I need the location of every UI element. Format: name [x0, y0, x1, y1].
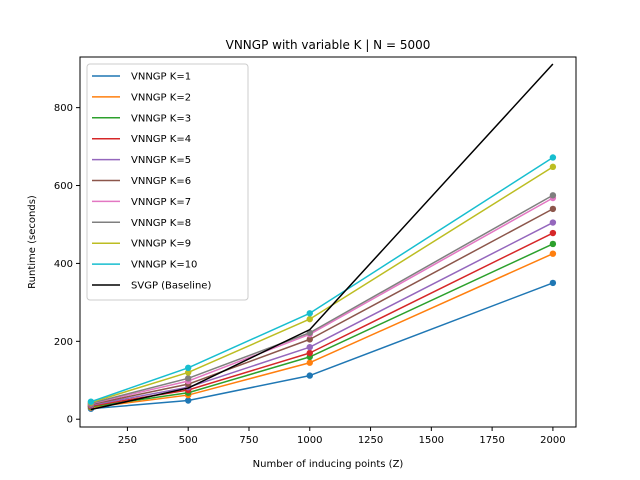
x-tick-label: 250	[118, 435, 137, 446]
series-line	[90, 282, 554, 410]
legend-box	[86, 63, 249, 301]
legend-item: VNNGP K=2	[92, 92, 191, 103]
legend-item: VNNGP K=6	[92, 176, 191, 187]
series-line	[90, 252, 554, 409]
y-tick-label: 0	[67, 415, 73, 426]
legend-label: VNNGP K=1	[131, 72, 191, 83]
y-tick-label: 800	[54, 103, 73, 114]
data-point	[549, 192, 557, 199]
legend-label: VNNGP K=10	[131, 260, 197, 271]
x-tick-label: 1250	[358, 435, 383, 446]
legend-label: VNNGP K=5	[131, 155, 191, 166]
x-tick-label: 1750	[479, 435, 504, 446]
legend-label: VNNGP K=7	[131, 197, 191, 208]
data-point	[549, 229, 557, 237]
y-tick-label: 400	[54, 259, 73, 270]
x-tick-label: 1000	[297, 435, 322, 446]
series-line	[90, 156, 554, 403]
data-point	[306, 359, 313, 366]
legend: VNNGP K=1 VNNGP K=2 VNNGP K=3 VNNGP K=4 VNNG…	[86, 63, 249, 301]
series-vnngp-k-8	[87, 192, 557, 407]
series-line	[90, 232, 554, 407]
legend-item: VNNGP K=10	[92, 260, 197, 271]
legend-label: VNNGP K=8	[131, 218, 191, 229]
data-point	[549, 240, 557, 248]
data-point	[306, 343, 313, 351]
legend-item: VNNGP K=7	[92, 197, 191, 208]
data-point	[549, 154, 557, 161]
data-point	[549, 205, 557, 213]
series-line	[90, 166, 554, 404]
x-tick-label: 750	[239, 435, 258, 446]
data-point	[306, 372, 313, 379]
legend-item: VNNGP K=8	[92, 218, 191, 229]
data-point	[306, 315, 313, 323]
data-point	[306, 336, 313, 343]
legend-item: VNNGP K=1	[92, 72, 191, 83]
x-tick-label: 500	[179, 435, 198, 446]
series-svgp-baseline	[90, 63, 554, 411]
data-point	[549, 279, 557, 287]
legend-label: VNNGP K=2	[131, 92, 191, 103]
data-point	[184, 397, 192, 404]
series-layer	[87, 63, 557, 412]
data-point	[184, 369, 192, 376]
series-line	[90, 221, 554, 406]
legend-item: VNNGP K=4	[92, 134, 191, 145]
legend-label: VNNGP K=4	[131, 134, 191, 145]
x-tick-label: 2000	[540, 435, 565, 446]
y-tick-label: 600	[54, 181, 73, 192]
legend-item: VNNGP K=5	[92, 155, 191, 166]
series-vnngp-k-10	[87, 154, 557, 405]
data-point	[87, 398, 95, 405]
data-point	[184, 364, 192, 371]
series-line	[90, 208, 554, 406]
legend-item: VNNGP K=3	[92, 113, 191, 124]
data-point	[306, 310, 313, 317]
y-axis: 0 200 400 600 800	[54, 103, 80, 426]
series-line	[90, 197, 554, 405]
series-line	[90, 243, 554, 408]
legend-label: VNNGP K=3	[131, 113, 191, 124]
data-point	[549, 250, 557, 257]
series-line	[90, 63, 554, 411]
y-axis-title: Runtime (seconds)	[27, 195, 38, 289]
data-point	[549, 163, 557, 171]
x-axis: 250 500 750 1000 1250 1500 1750 2000	[118, 427, 566, 446]
data-point	[184, 375, 192, 382]
data-point	[306, 349, 313, 357]
y-tick-label: 200	[54, 337, 73, 348]
legend-item: VNNGP K=9	[92, 239, 191, 250]
series-line	[90, 194, 554, 404]
legend-label: VNNGP K=6	[131, 176, 191, 187]
plot-frame	[79, 56, 577, 428]
legend-label: SVGP (Baseline)	[131, 281, 211, 292]
data-point	[549, 219, 557, 226]
x-tick-label: 1500	[419, 435, 444, 446]
legend-items: VNNGP K=1 VNNGP K=2 VNNGP K=3 VNNGP K=4 VNNG…	[92, 72, 211, 292]
legend-item: SVGP (Baseline)	[92, 281, 211, 292]
legend-label: VNNGP K=9	[131, 239, 191, 250]
x-axis-title: Number of inducing points (Z)	[253, 459, 404, 470]
chart-title: VNNGP with variable K | N = 5000	[226, 38, 431, 52]
